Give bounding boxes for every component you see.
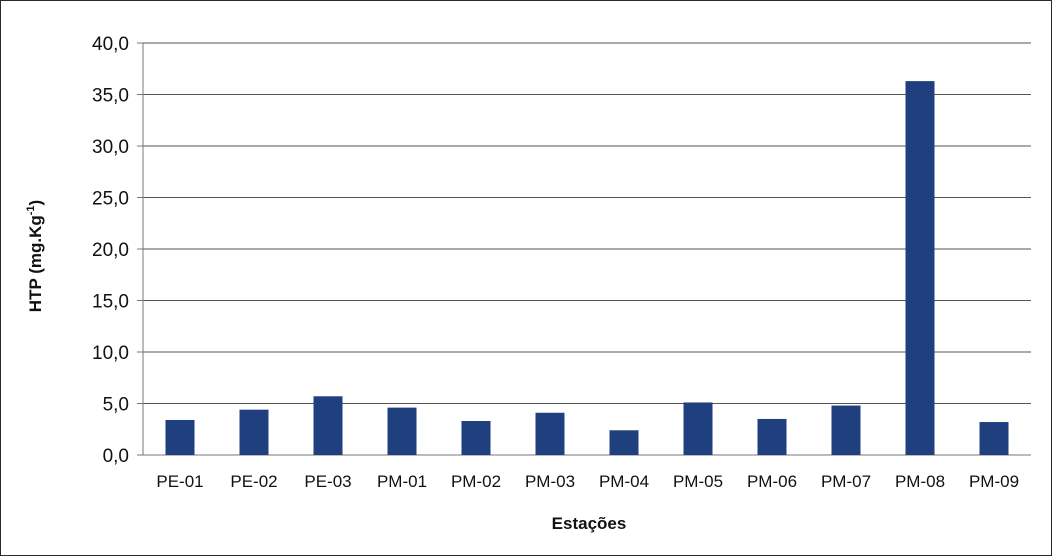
x-tick-label: PM-05	[673, 472, 723, 491]
x-tick-label: PE-01	[156, 472, 203, 491]
bar-pm-08	[905, 81, 935, 456]
x-tick-labels: PE-01 PE-02 PE-03 PM-01 PM-02 PM-03 PM-04 PM-05…	[156, 472, 1019, 491]
x-tick-label: PM-09	[969, 472, 1019, 491]
bar-pm-06	[757, 418, 787, 455]
x-tick-label: PM-06	[747, 472, 797, 491]
y-tick-label: 15,0	[92, 292, 129, 313]
bar-pm-07	[831, 405, 861, 455]
y-tick-label: 35,0	[92, 86, 129, 107]
x-tick-label: PM-01	[377, 472, 427, 491]
y-tick-labels: 0,0 5,0 10,0 15,0 20,0 25,0 30,0 35,0 40,0	[92, 34, 129, 467]
y-tick-label: 5,0	[103, 395, 129, 416]
x-tick-label: PM-07	[821, 472, 871, 491]
bar-pm-05	[683, 402, 713, 455]
x-tick-label: PE-03	[304, 472, 351, 491]
bar-pm-09	[979, 422, 1009, 455]
bar-pe-03	[313, 396, 343, 455]
bar-pe-01	[165, 419, 195, 455]
y-tick-label: 0,0	[103, 446, 129, 467]
y-tick-label: 40,0	[92, 34, 129, 55]
x-axis-label: Estações	[552, 514, 627, 533]
y-tick-label: 20,0	[92, 240, 129, 261]
bar-pm-03	[535, 412, 565, 455]
bars	[165, 81, 1009, 456]
y-tick-label: 10,0	[92, 343, 129, 364]
x-tick-label: PM-08	[895, 472, 945, 491]
bar-pe-02	[239, 409, 269, 455]
y-axis-label: HTP (mg.Kg-1)	[25, 200, 45, 312]
bar-pm-01	[387, 407, 417, 455]
x-tick-label: PE-02	[230, 472, 277, 491]
x-tick-label: PM-03	[525, 472, 575, 491]
x-tick-label: PM-04	[599, 472, 649, 491]
x-tick-label: PM-02	[451, 472, 501, 491]
gridlines	[137, 42, 1031, 456]
bar-pm-04	[609, 430, 639, 455]
y-tick-label: 30,0	[92, 137, 129, 158]
y-tick-label: 25,0	[92, 189, 129, 210]
bar-pm-02	[461, 421, 491, 455]
